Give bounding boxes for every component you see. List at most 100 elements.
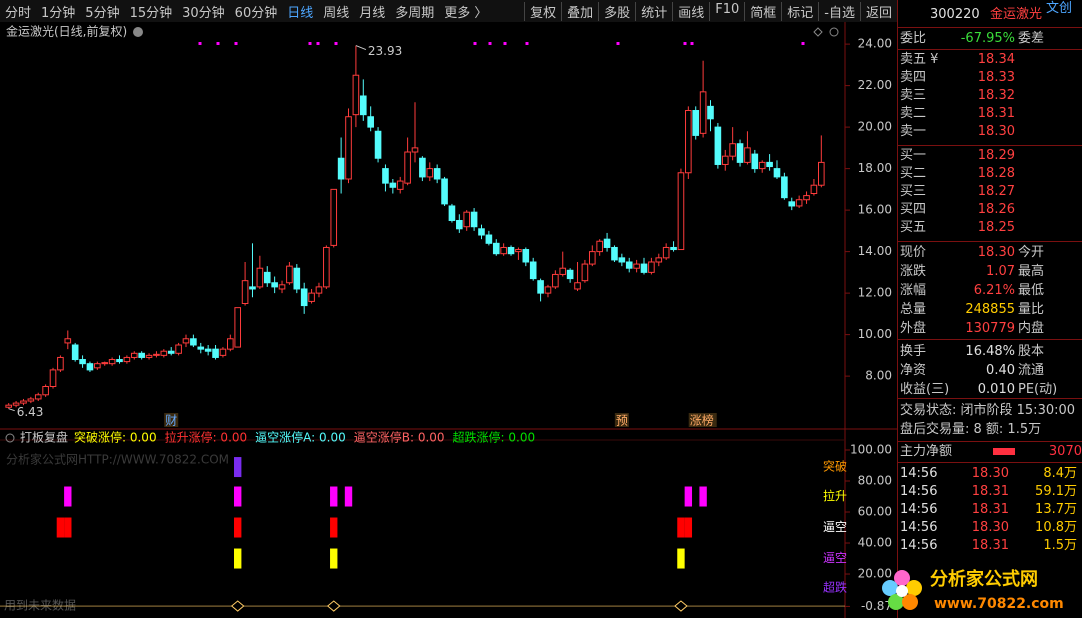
period-tab[interactable]: 1分钟 (41, 5, 76, 21)
ask-price: 18.30 (977, 124, 1015, 139)
logo-flower (882, 570, 922, 610)
candle-body (662, 246, 670, 259)
indicator-value: 逼空涨停B: 0.00 (354, 430, 445, 445)
tool-button[interactable]: 标记 (781, 1, 818, 21)
candle-body (492, 242, 500, 255)
tool-button[interactable]: -自选 (818, 1, 860, 21)
field-value: 6.21% (973, 283, 1015, 298)
period-tab[interactable]: 分时 (5, 5, 32, 21)
candle-body (640, 263, 648, 273)
ask-label: 卖二 (900, 106, 927, 121)
trade-time: 14:56 (900, 466, 938, 481)
field-value: 0.010 (977, 382, 1015, 397)
ask-price: 18.34 (977, 52, 1015, 67)
bid-price: 18.29 (977, 148, 1015, 163)
trade-time: 14:56 (900, 502, 938, 517)
min-pointer (8, 408, 15, 412)
separator (898, 398, 1082, 399)
diamond-marker (326, 600, 341, 612)
tool-button[interactable]: 返回 (859, 1, 897, 21)
trade-time: 14:56 (900, 538, 938, 553)
candle-body (515, 249, 522, 253)
y-tick-label: 60.00 (858, 505, 892, 519)
y-tick-label: 20.00 (858, 567, 892, 581)
event-tag-bg (614, 413, 629, 427)
ask-price: 18.33 (977, 70, 1015, 85)
period-tab[interactable]: 15分钟 (129, 5, 173, 21)
candle-body (529, 261, 537, 280)
candle-body (219, 348, 227, 356)
period-tab[interactable]: 30分钟 (182, 5, 225, 21)
trade-price: 18.30 (971, 520, 1009, 535)
logo: 分析家公式网 www.70822.com (882, 568, 1064, 612)
tool-button[interactable]: 复权 (524, 1, 561, 21)
period-tab[interactable]: 60分钟 (234, 5, 278, 21)
period-tab[interactable]: 更多 〉 (444, 5, 488, 21)
period-tab[interactable]: 多周期 (395, 5, 435, 21)
candle-body (478, 228, 485, 236)
tool-button[interactable]: F10 (709, 1, 744, 21)
candle-body (300, 288, 308, 307)
candle-body (810, 184, 818, 195)
after-hours: 盘后交易量: 8 额: 1.5万 (900, 422, 1042, 437)
candle-body (714, 126, 722, 165)
separator (898, 339, 1082, 340)
trade-amount: 59.1万 (1035, 484, 1077, 499)
period-tab[interactable]: 5分钟 (85, 5, 120, 21)
ask-label: 卖四 (900, 70, 927, 85)
signal-dot (525, 42, 529, 45)
event-tag[interactable]: 预 (616, 414, 628, 428)
period-tab[interactable]: 周线 (323, 5, 350, 21)
candle-body (611, 246, 618, 261)
candle-body (588, 251, 596, 265)
separator (898, 462, 1082, 463)
indicator-value: 逼空涨停A: 0.00 (255, 430, 346, 445)
separator (898, 145, 1082, 146)
signal-label: 逼空 (823, 520, 847, 534)
field-label: 量比 (1018, 302, 1045, 317)
candle-body (507, 246, 515, 255)
period-tab[interactable]: 日线 (287, 5, 314, 21)
signal-dot (308, 42, 312, 45)
field-value: 16.48% (965, 344, 1015, 359)
stock-code: 300220 (930, 7, 980, 22)
trade-amount: 13.7万 (1035, 502, 1077, 517)
diamond-marker (230, 600, 245, 612)
candle-body (42, 385, 49, 396)
toolbar: 分时 1分钟 5分钟 15分钟 30分钟 60分钟 日线 周线 月线 多周期 更多 〉 复权 叠加 多股统… (0, 0, 897, 23)
y-tick-label: 24.00 (858, 37, 892, 51)
indicator-menu[interactable] (5, 433, 15, 443)
signal-label: 逼空 (823, 551, 847, 565)
tool-button[interactable]: 叠加 (561, 1, 598, 21)
candle-body (795, 199, 803, 207)
candle-body (470, 211, 478, 228)
signal-dot (616, 42, 620, 45)
tool-button[interactable]: 画线 (672, 1, 709, 21)
title-menu[interactable] (133, 27, 143, 37)
tab: 文创 (1046, 1, 1073, 16)
tool-button[interactable]: 简框 (744, 1, 781, 21)
tool-button[interactable]: 统计 (635, 1, 672, 21)
event-tag[interactable]: 涨榜 (690, 413, 714, 428)
candle-body (359, 95, 367, 116)
field-value: 248855 (965, 302, 1015, 317)
candle-body (293, 267, 301, 290)
logo-name: 分析家公式网 (930, 568, 1038, 590)
period-tab[interactable]: 月线 (359, 5, 386, 21)
candle-body (367, 116, 374, 128)
field-label: 流通 (1018, 363, 1045, 378)
candle-body (175, 344, 182, 354)
icon[interactable] (813, 27, 823, 37)
signal-dot (683, 42, 687, 45)
signal-dot (503, 42, 507, 45)
candle-body (190, 338, 197, 346)
candle-body (766, 161, 773, 168)
y-tick-label: 16.00 (858, 203, 892, 217)
candle-body (278, 284, 286, 290)
field-label: 委差 (1018, 31, 1045, 46)
icon[interactable] (829, 27, 839, 37)
y-tick-label: 100.00 (850, 443, 892, 457)
field-label: 涨幅 (900, 283, 927, 298)
event-tag[interactable]: 财 (165, 414, 177, 428)
tool-button[interactable]: 多股 (598, 1, 635, 21)
